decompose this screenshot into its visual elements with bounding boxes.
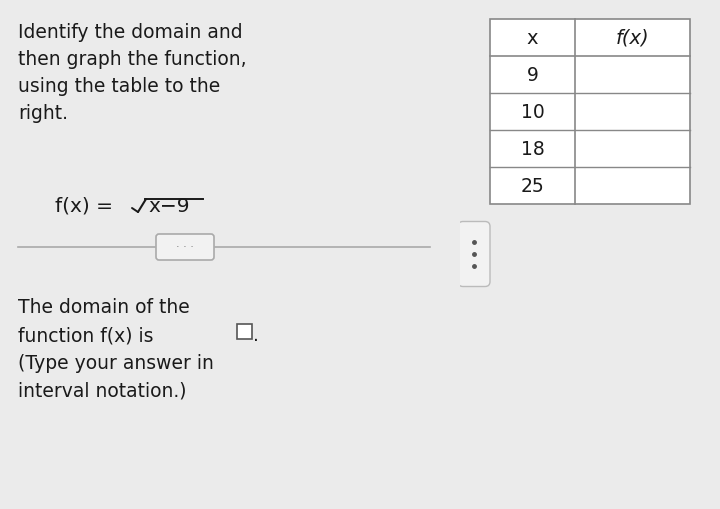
Text: function f(x) is: function f(x) is	[18, 325, 153, 344]
Text: interval notation.): interval notation.)	[18, 381, 186, 400]
Text: 18: 18	[521, 140, 544, 159]
Text: f(x): f(x)	[616, 29, 649, 48]
Text: .: .	[253, 325, 259, 344]
Bar	[237, 324, 252, 340]
Text: using the table to the: using the table to the	[18, 77, 220, 96]
Text: then graph the function,: then graph the function,	[18, 50, 247, 69]
Text: x−9: x−9	[148, 196, 189, 216]
Bar	[490, 20, 690, 205]
Text: Identify the domain and: Identify the domain and	[18, 23, 243, 42]
Text: The domain of the: The domain of the	[18, 297, 190, 317]
FancyBboxPatch shape	[156, 235, 214, 261]
Text: f(x) =: f(x) =	[55, 196, 120, 216]
Text: 9: 9	[526, 66, 539, 85]
Text: x: x	[527, 29, 539, 48]
Text: (Type your answer in: (Type your answer in	[18, 353, 214, 372]
FancyBboxPatch shape	[458, 222, 490, 287]
Text: 25: 25	[521, 177, 544, 195]
Text: right.: right.	[18, 104, 68, 123]
Text: 10: 10	[521, 103, 544, 122]
Text: · · ·: · · ·	[176, 242, 194, 251]
